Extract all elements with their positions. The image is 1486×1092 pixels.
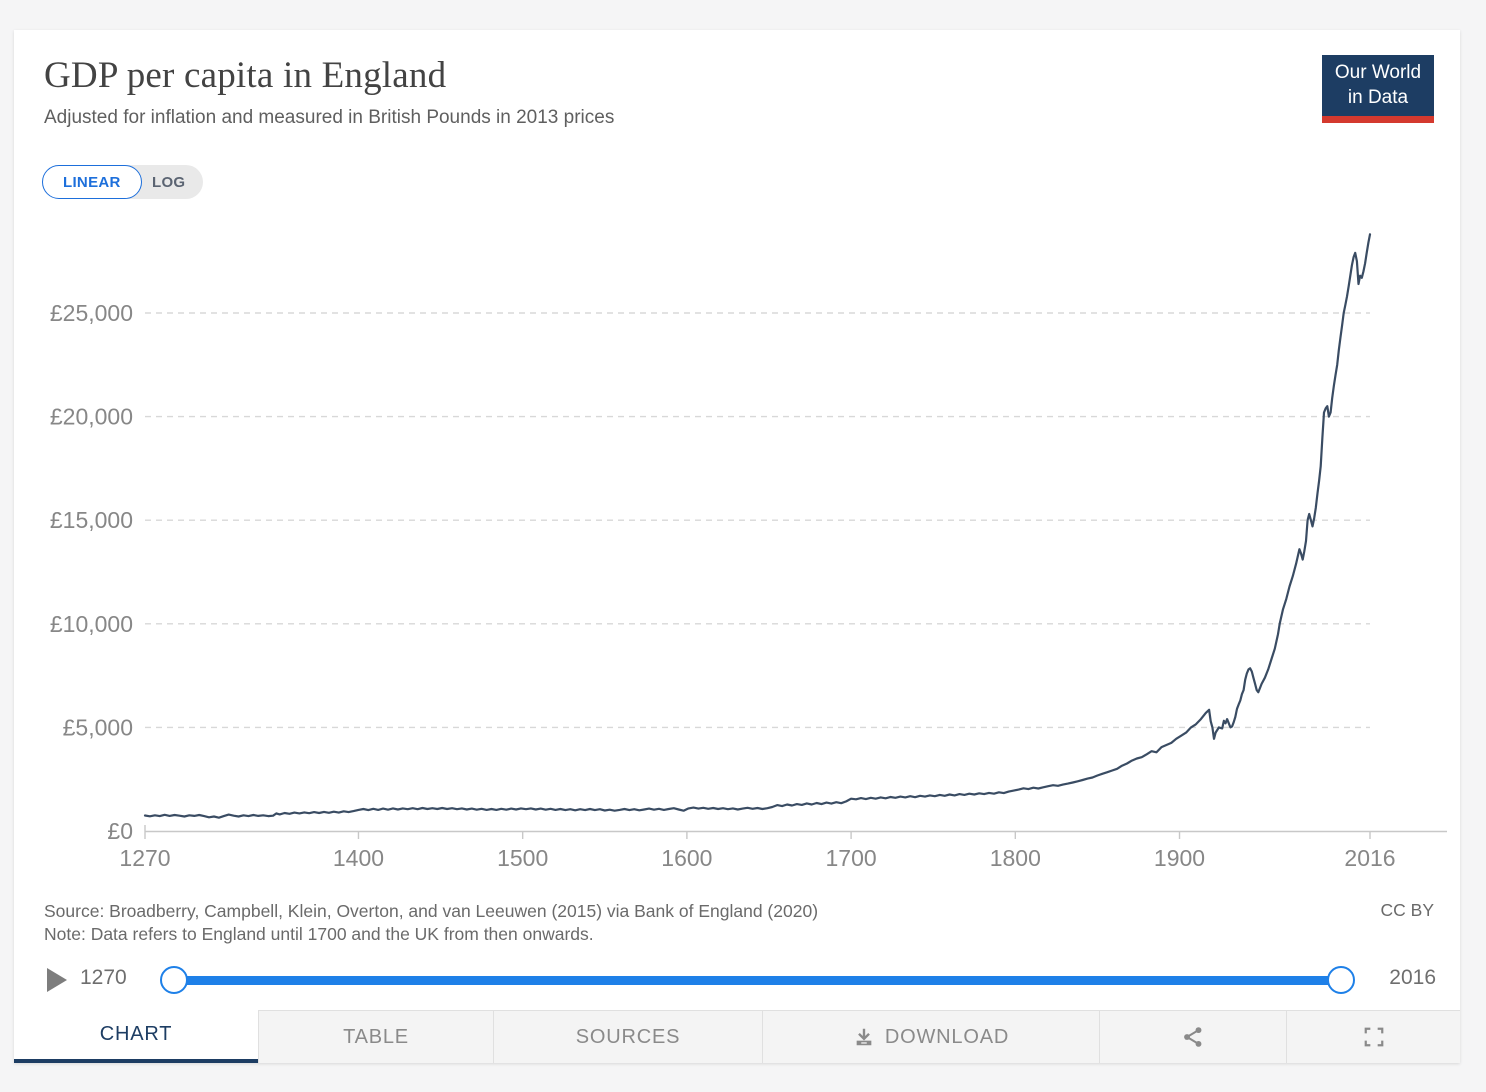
- gdp-line-chart: £0 £5,000 £10,000 £15,000 £20,000 £25,000 1270…: [50, 233, 1447, 871]
- x-axis-tick-label: 1900: [1154, 845, 1205, 871]
- timeline-handle-start[interactable]: [160, 966, 188, 994]
- chart-card: £0 £5,000 £10,000 £15,000 £20,000 £25,000 1270…: [14, 30, 1460, 1063]
- y-axis-tick-label: £10,000: [50, 611, 133, 637]
- timeline-slider[interactable]: [160, 963, 1355, 997]
- y-axis-tick-label: £25,000: [50, 300, 133, 326]
- linear-scale-button[interactable]: LINEAR: [42, 165, 142, 199]
- bottom-tab-bar: CHART TABLE SOURCES DOWNLOAD: [14, 1010, 1460, 1063]
- play-icon: [47, 968, 67, 992]
- tab-share[interactable]: [1099, 1010, 1286, 1063]
- page-title: GDP per capita in England: [44, 55, 447, 96]
- y-axis-tick-label: £20,000: [50, 404, 133, 430]
- tab-download[interactable]: DOWNLOAD: [762, 1010, 1099, 1063]
- chart-subtitle: Adjusted for inflation and measured in B…: [44, 107, 615, 128]
- fullscreen-icon: [1364, 1027, 1383, 1047]
- source-line: Source: Broadberry, Campbell, Klein, Ove…: [44, 901, 819, 921]
- timeline-end-year: 2016: [1389, 966, 1436, 989]
- gdp-data-line: [143, 233, 1372, 819]
- share-icon: [1184, 1027, 1202, 1047]
- owid-logo: Our World in Data: [1322, 55, 1434, 123]
- x-axis-tick-label: 1800: [990, 845, 1041, 871]
- x-axis-tick-label: 1600: [661, 845, 712, 871]
- download-icon: [856, 1028, 872, 1046]
- owid-logo-red-bar: [1322, 116, 1434, 123]
- tab-sources[interactable]: SOURCES: [493, 1010, 762, 1063]
- y-axis-tick-label: £5,000: [63, 714, 133, 740]
- play-button[interactable]: [45, 967, 69, 993]
- tab-chart[interactable]: CHART: [14, 1010, 258, 1063]
- x-axis-tick-label: 1700: [826, 845, 877, 871]
- note-line: Note: Data refers to England until 1700 …: [44, 924, 594, 944]
- x-axis-tick-label: 1270: [119, 845, 170, 871]
- timeline-start-year: 1270: [80, 966, 127, 989]
- x-axis-tick-label: 1400: [333, 845, 384, 871]
- x-axis-tick-label: 1500: [497, 845, 548, 871]
- x-axis-tick-label: 2016: [1344, 845, 1395, 871]
- source-note: Source: Broadberry, Campbell, Klein, Ove…: [44, 900, 1144, 946]
- license-badge[interactable]: CC BY: [1380, 900, 1434, 920]
- y-axis-tick-label: £15,000: [50, 507, 133, 533]
- tab-table[interactable]: TABLE: [258, 1010, 493, 1063]
- owid-logo-text: Our World in Data: [1322, 55, 1434, 116]
- timeline-handle-end[interactable]: [1327, 966, 1355, 994]
- y-axis-tick-label: £0: [107, 818, 133, 844]
- timeline-track[interactable]: [174, 976, 1341, 985]
- tab-fullscreen[interactable]: [1286, 1010, 1460, 1063]
- timeline-control: 1270 2016: [14, 963, 1460, 997]
